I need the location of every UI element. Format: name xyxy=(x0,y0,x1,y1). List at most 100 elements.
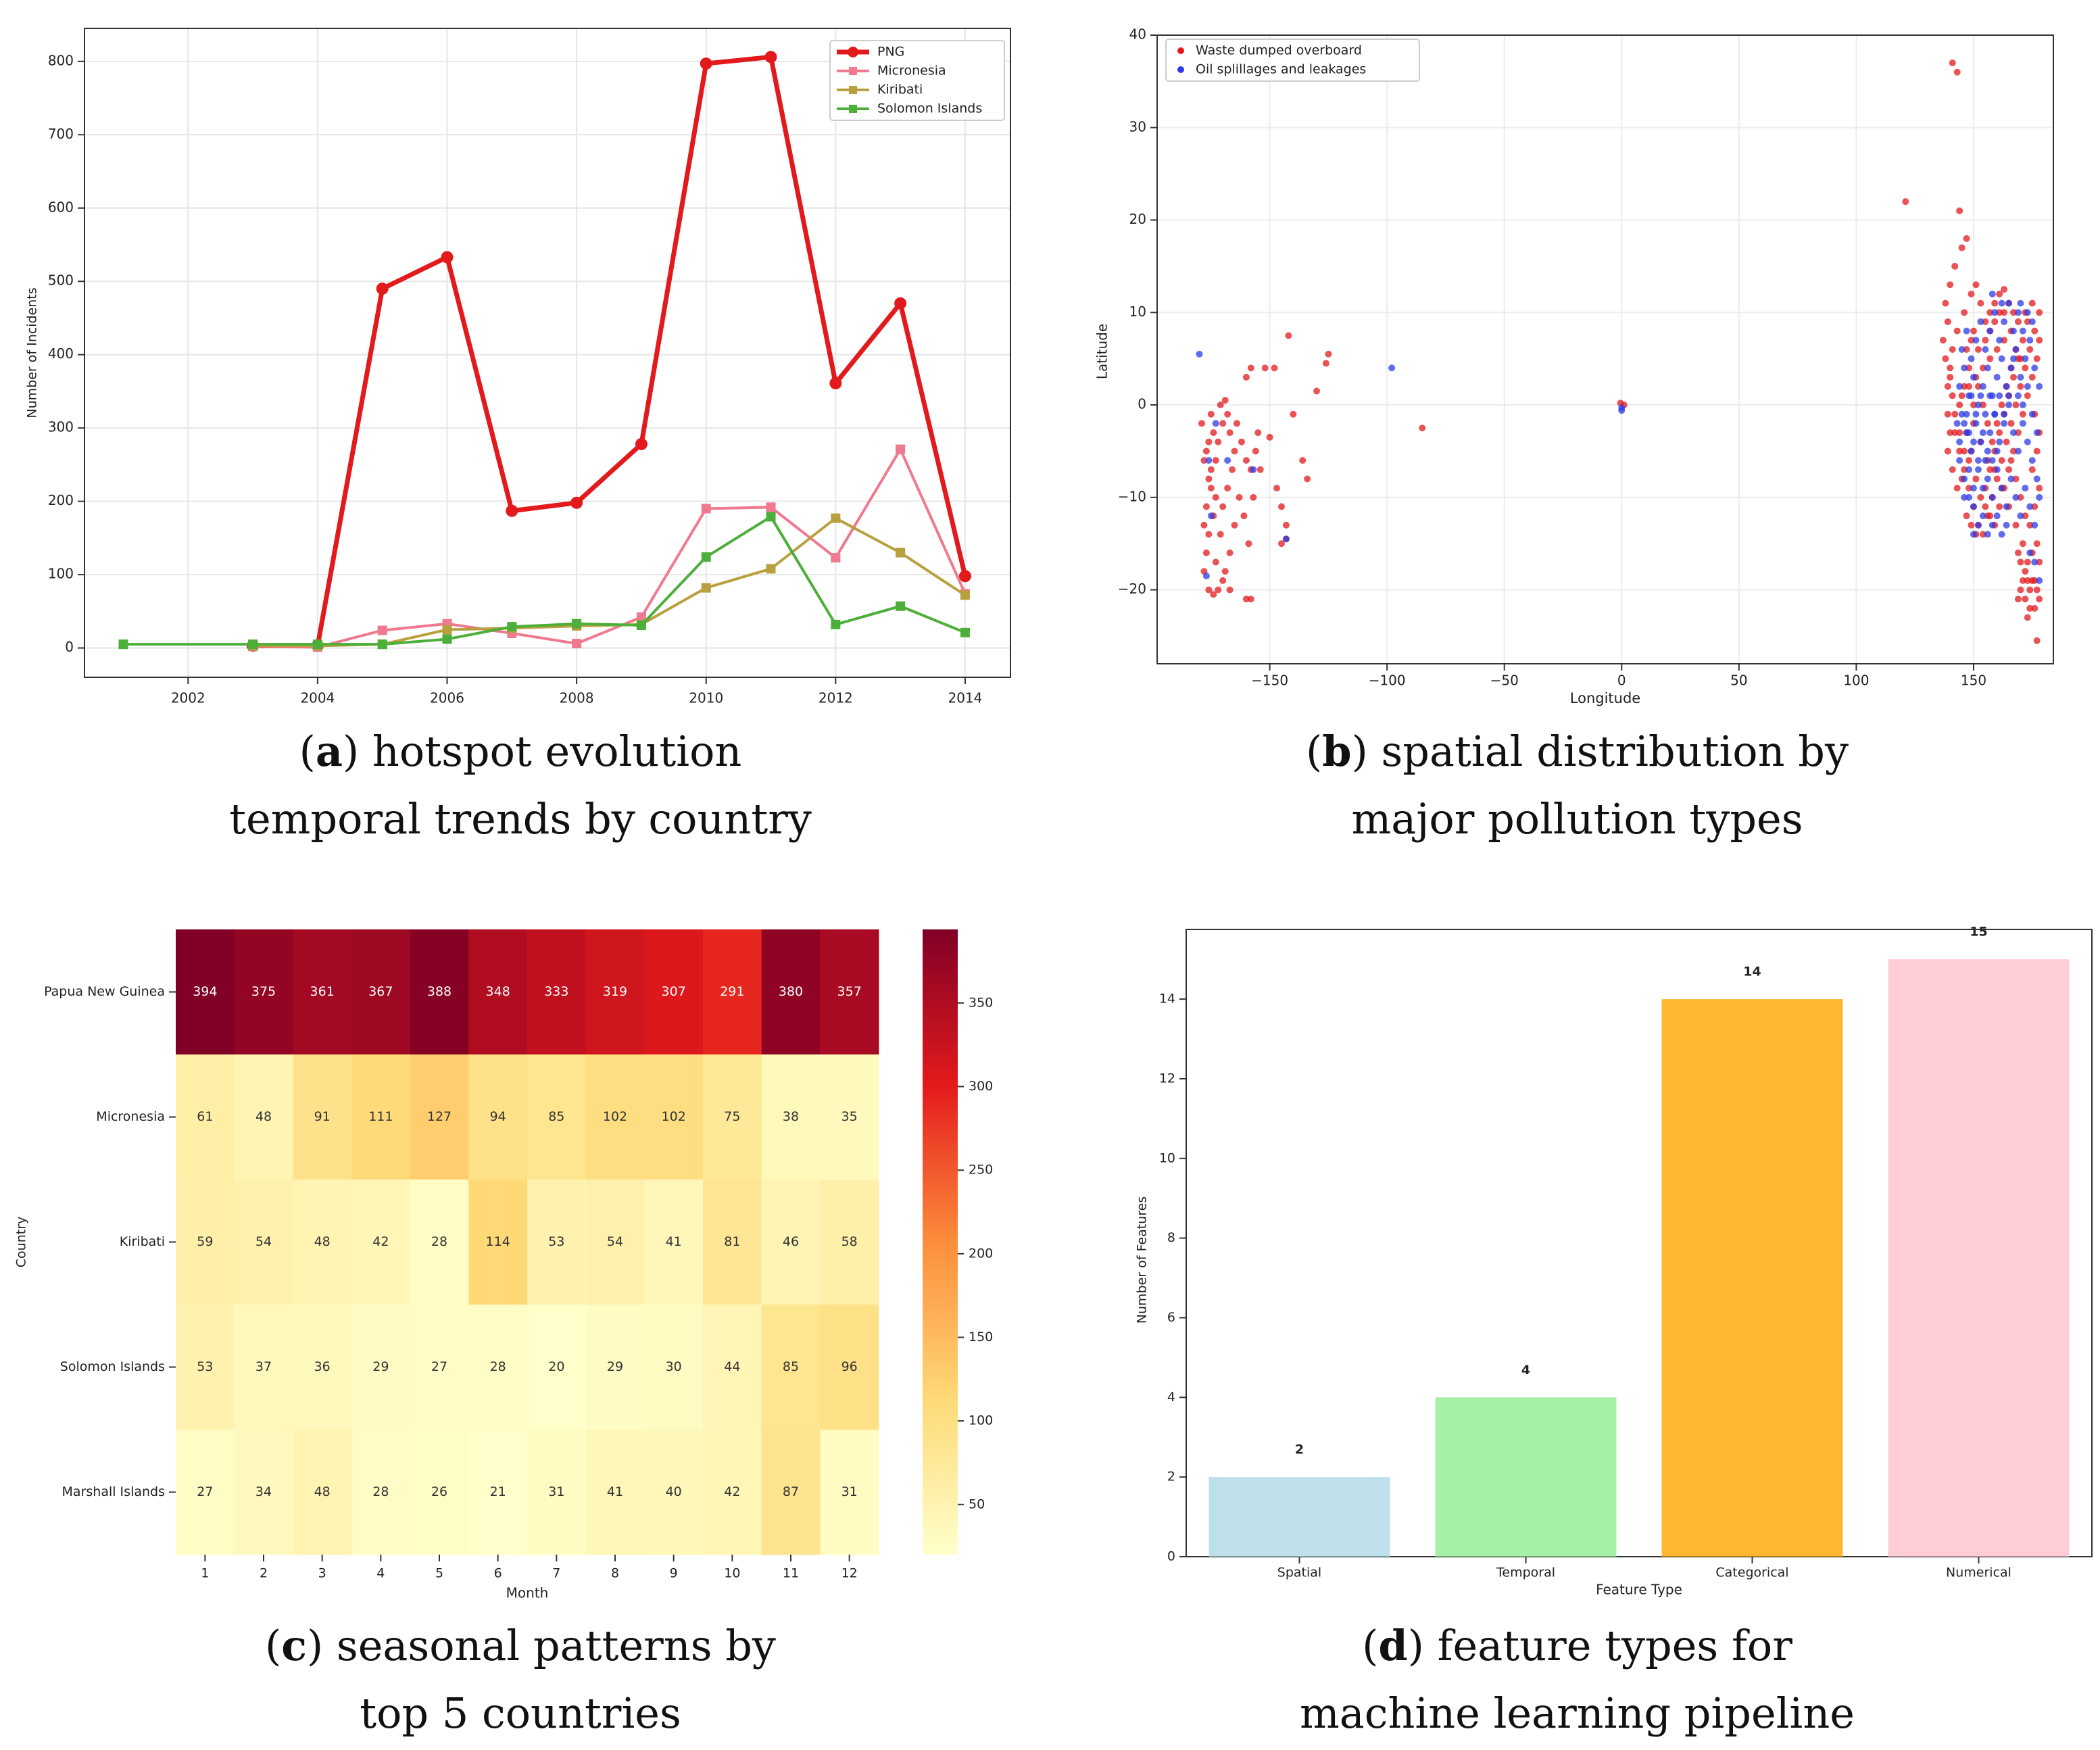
scatter-point-0 xyxy=(1958,392,1965,399)
scatter-point-1 xyxy=(2031,521,2038,529)
scatter-point-0 xyxy=(1277,503,1285,510)
scatter-point-1 xyxy=(2036,493,2043,501)
scatter-point-1 xyxy=(1979,429,1986,437)
scatter-point-0 xyxy=(1986,309,1994,316)
scatter-point-0 xyxy=(1210,591,1217,598)
scatter-point-0 xyxy=(1949,466,1956,473)
scatter-point-0 xyxy=(2014,549,2022,556)
cell-value: 114 xyxy=(486,1234,510,1249)
caption-d: (d) feature types for machine learning p… xyxy=(1300,1621,1855,1738)
scatter-point-0 xyxy=(2024,392,2031,399)
scatter-point-1 xyxy=(1224,457,1231,464)
scatter-point-1 xyxy=(1965,466,1973,473)
cell-value: 348 xyxy=(486,984,510,999)
scatter-point-0 xyxy=(1219,420,1227,427)
scatter-point-0 xyxy=(1986,355,1994,362)
scatter-point-0 xyxy=(2024,558,2031,566)
scatter-point-1 xyxy=(2031,364,2038,372)
col-label: 1 xyxy=(201,1566,209,1581)
scatter-point-0 xyxy=(1200,457,1208,464)
x-tick-label: 0 xyxy=(1617,673,1626,689)
scatter-point-1 xyxy=(1988,521,1996,529)
scatter-point-0 xyxy=(1322,360,1329,367)
heatmap-cell xyxy=(293,1430,352,1555)
scatter-point-1 xyxy=(1956,457,1963,464)
data-point xyxy=(572,639,582,649)
scatter-point-1 xyxy=(1986,392,1994,399)
scatter-point-1 xyxy=(1977,438,1984,445)
legend-label: Oil splillages and leakages xyxy=(1196,62,1366,77)
scatter-point-0 xyxy=(1984,420,1991,427)
scatter-point-1 xyxy=(1961,364,1968,372)
heatmap-cell xyxy=(176,929,235,1055)
cell-value: 357 xyxy=(837,984,862,999)
scatter-point-1 xyxy=(1993,374,2001,381)
col-label: 12 xyxy=(841,1566,858,1581)
x-axis-label: Feature Type xyxy=(1596,1582,1682,1598)
scatter-point-1 xyxy=(1970,503,1977,510)
scatter-point-0 xyxy=(1977,299,1984,307)
scatter-point-0 xyxy=(1965,457,1973,464)
y-tick-label: −10 xyxy=(1118,488,1146,504)
scatter-point-1 xyxy=(2014,392,2022,399)
scatter-point-1 xyxy=(2001,318,2008,325)
scatter-point-1 xyxy=(2003,521,2010,529)
legend-marker xyxy=(849,86,857,94)
bar-value-label: 4 xyxy=(1521,1363,1530,1378)
scatter-point-0 xyxy=(2026,604,2034,612)
heatmap-cell xyxy=(468,1430,528,1555)
cell-value: 44 xyxy=(724,1359,740,1374)
cell-value: 58 xyxy=(841,1234,858,1249)
x-tick-label: 2012 xyxy=(819,690,853,706)
scatter-point-1 xyxy=(1956,383,1963,390)
plot-frame xyxy=(84,28,1011,678)
heatmap-cell xyxy=(468,1180,528,1305)
data-point xyxy=(958,570,971,583)
data-point xyxy=(766,564,776,574)
legend-label: PNG xyxy=(877,45,904,59)
y-tick-label: 8 xyxy=(1167,1230,1175,1245)
heatmap-cell xyxy=(410,929,469,1055)
heatmap-cell xyxy=(351,1180,411,1305)
scatter-point-1 xyxy=(1972,420,1980,427)
scatter-point-0 xyxy=(1210,429,1217,437)
bar-value-label: 15 xyxy=(1970,925,1987,940)
col-label: 7 xyxy=(552,1566,560,1581)
scatter-point-0 xyxy=(1221,568,1229,575)
scatter-point-0 xyxy=(1944,318,1951,325)
cell-value: 87 xyxy=(783,1484,799,1499)
scatter-point-1 xyxy=(1974,521,1982,529)
data-point xyxy=(896,601,906,611)
heatmap-cell xyxy=(527,1180,587,1305)
bar-value-label: 2 xyxy=(1295,1442,1304,1457)
scatter-point-1 xyxy=(1982,346,1989,353)
heatmap-cell xyxy=(527,1054,587,1180)
y-tick-label: 600 xyxy=(48,199,74,215)
cell-value: 34 xyxy=(255,1484,272,1499)
scatter-point-0 xyxy=(1944,383,1951,390)
scatter-point-0 xyxy=(2009,374,2017,381)
col-label: 10 xyxy=(724,1566,740,1581)
y-tick-label: 4 xyxy=(1167,1390,1175,1405)
cell-value: 26 xyxy=(431,1484,447,1499)
scatter-point-1 xyxy=(2014,309,2022,316)
heatmap-cell xyxy=(351,929,411,1055)
scatter-point-0 xyxy=(2028,374,2036,381)
cell-value: 388 xyxy=(427,984,451,999)
scatter-point-0 xyxy=(1991,299,1999,307)
scatter-point-1 xyxy=(1205,457,1213,464)
heatmap-cell xyxy=(703,1430,762,1555)
scatter-point-1 xyxy=(1979,485,1986,492)
scatter-point-1 xyxy=(1956,438,1963,445)
data-point xyxy=(635,438,648,451)
scatter-point-0 xyxy=(2026,586,2034,593)
scatter-point-1 xyxy=(2017,512,2024,520)
scatter-point-0 xyxy=(2031,604,2038,612)
cell-value: 380 xyxy=(779,984,803,999)
cell-value: 48 xyxy=(314,1234,331,1249)
heatmap-cell xyxy=(761,929,821,1055)
scatter-point-1 xyxy=(1984,447,1991,455)
scatter-point-0 xyxy=(1988,438,1996,445)
scatter-point-0 xyxy=(1226,586,1234,593)
scatter-point-0 xyxy=(1273,485,1281,492)
